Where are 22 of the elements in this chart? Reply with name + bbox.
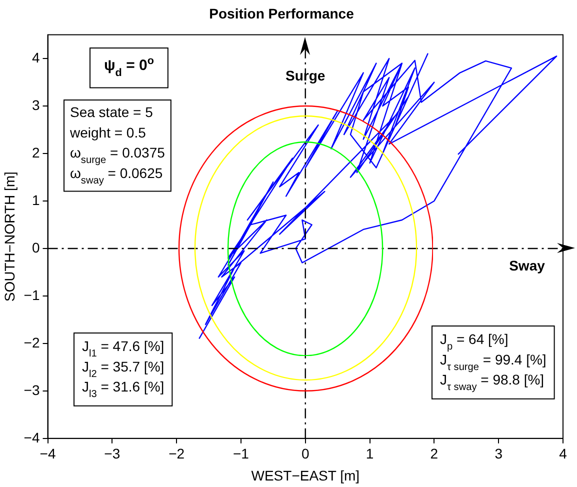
y-tick-label: 4 <box>32 49 40 66</box>
x-tick-label: 2 <box>430 446 438 462</box>
y-tick-label: −3 <box>24 382 40 398</box>
x-tick-label: 0 <box>301 446 310 462</box>
x-tick-label: 1 <box>366 446 374 462</box>
ref-line-label: Surge <box>286 68 326 84</box>
y-tick-label: 2 <box>32 144 40 160</box>
y-tick-label: 3 <box>32 96 40 113</box>
x-axis-title: WEST−EAST [m] <box>251 467 360 484</box>
y-tick-label: 1 <box>32 192 40 208</box>
y-tick-label: 0 <box>32 239 40 256</box>
y-tick-label: −4 <box>24 429 40 446</box>
x-tick-label: 4 <box>559 446 568 462</box>
y-tick-label: −1 <box>24 286 40 303</box>
chart-title: Position Performance <box>209 5 354 22</box>
x-tick-label: 3 <box>494 446 503 462</box>
x-tick-label: −1 <box>232 446 250 462</box>
x-tick-label: −3 <box>104 446 120 462</box>
x-tick-label: −2 <box>168 446 185 462</box>
ref-line-label: Sway <box>509 257 546 274</box>
y-tick-label: −2 <box>24 334 40 350</box>
y-axis-title: SOUTH−NORTH [m] <box>1 172 18 302</box>
